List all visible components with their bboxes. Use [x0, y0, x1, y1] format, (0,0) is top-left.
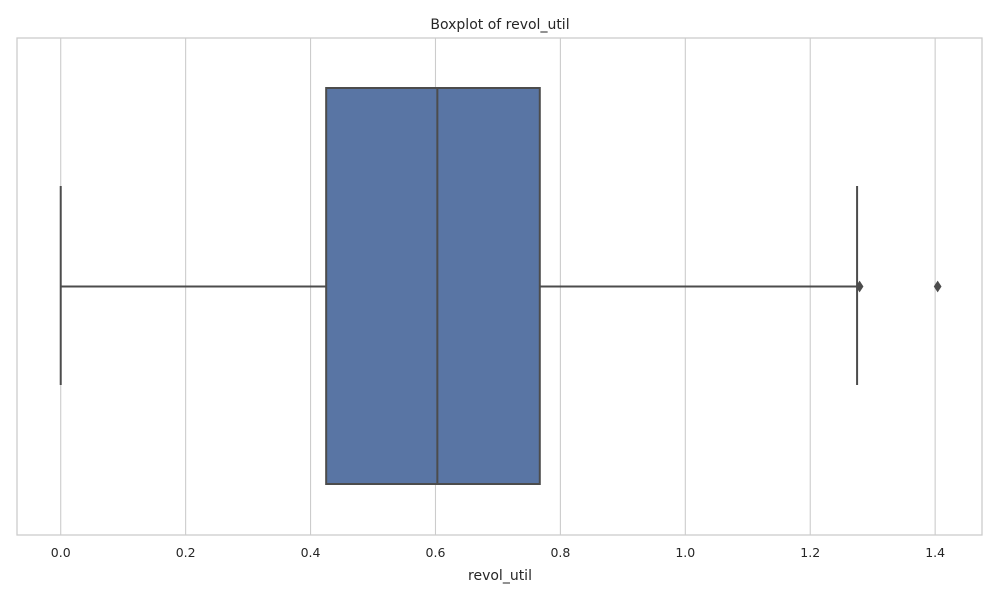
x-tick-label: 0.0 — [51, 545, 71, 560]
x-tick-label: 0.8 — [550, 545, 570, 560]
x-axis-label: revol_util — [468, 568, 532, 584]
x-tick-label: 0.6 — [426, 545, 446, 560]
x-tick-label: 0.4 — [301, 545, 321, 560]
iqr-box — [325, 87, 541, 485]
x-tick-label: 1.0 — [675, 545, 695, 560]
outlier-point — [855, 280, 864, 293]
x-tick-labels: 0.0 0.2 0.4 0.6 0.8 1.0 1.2 1.4 — [51, 545, 945, 560]
x-tick-label: 1.2 — [800, 545, 820, 560]
x-tick-label: 0.2 — [176, 545, 196, 560]
outlier-point — [933, 280, 942, 293]
box-group — [59, 87, 942, 485]
chart-title: Boxplot of revol_util — [430, 17, 569, 33]
plot-frame — [16, 37, 983, 536]
x-tick-label: 1.4 — [925, 545, 945, 560]
